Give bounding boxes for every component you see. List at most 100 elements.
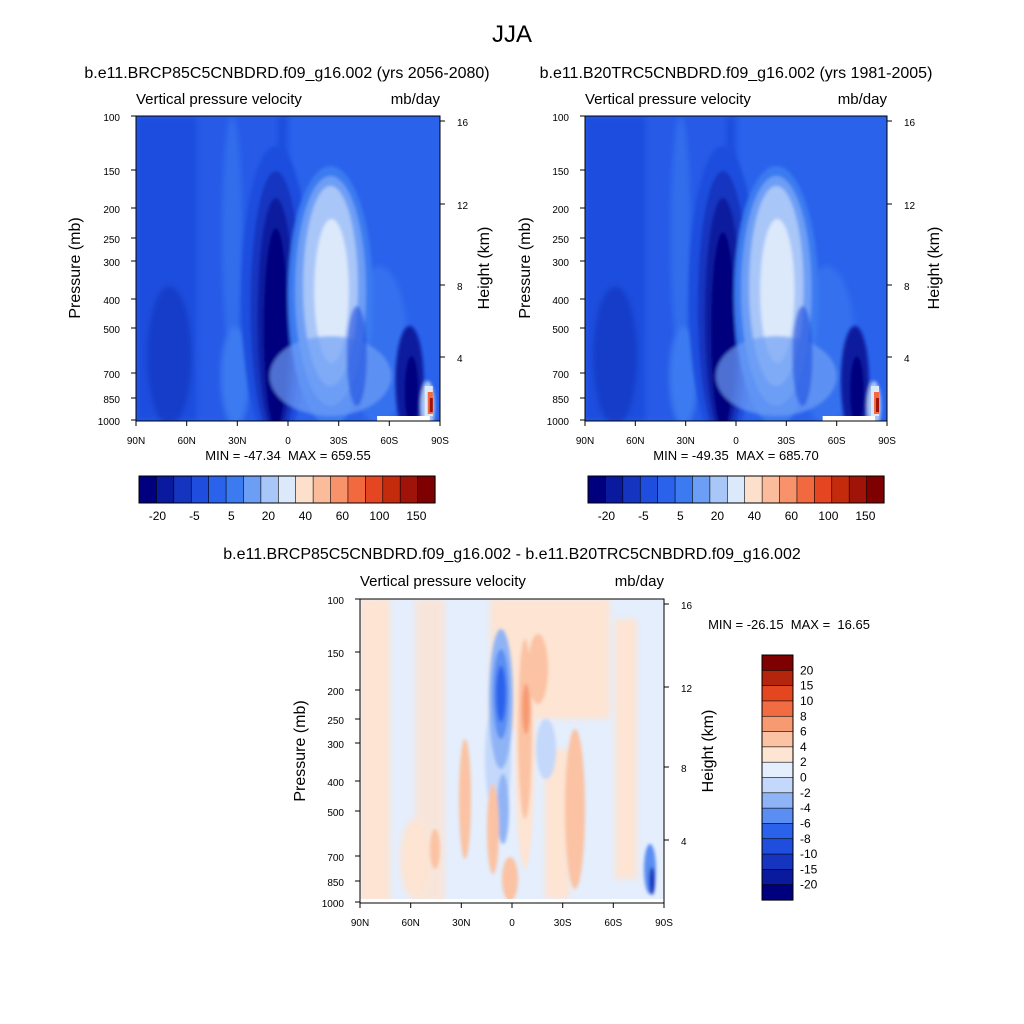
colorbar-label: -2 — [800, 786, 811, 800]
x-tick-label: 90S — [655, 918, 673, 929]
y-tick-label: 300 — [552, 258, 569, 269]
min-max-stats: MIN = -49.35 MAX = 685.70 — [653, 448, 818, 463]
colorbar-cell — [761, 884, 794, 901]
colorbar-cell — [243, 475, 262, 504]
colorbar-label: 100 — [818, 509, 838, 523]
colorbar-cell — [744, 475, 763, 504]
x-tick-label: 30N — [677, 436, 695, 447]
y-tick-label: 300 — [103, 258, 120, 269]
y-tick-label: 400 — [103, 296, 120, 307]
y-tick-label: 850 — [103, 395, 120, 406]
colorbar-label: 20 — [800, 663, 814, 677]
field-label: Vertical pressure velocity — [585, 91, 751, 108]
colorbar-label: 0 — [800, 771, 807, 785]
colorbar-label: -20 — [149, 509, 167, 523]
contour-field — [360, 599, 664, 903]
colorbar-label: 40 — [748, 509, 762, 523]
colorbar-cell — [295, 475, 314, 504]
axis-x: 90N 60N 30N 0 30S 60S 90S — [351, 903, 673, 929]
colorbar-cell — [779, 475, 798, 504]
contour-field — [585, 116, 887, 421]
colorbar-cell — [587, 475, 607, 504]
colorbar-label: 6 — [800, 725, 807, 739]
colorbar-cell — [761, 761, 794, 779]
y-right-tick-label: 4 — [457, 354, 463, 365]
y-right-tick-label: 8 — [681, 764, 687, 775]
colorbar-cell — [190, 475, 210, 504]
x-tick-label: 30S — [330, 436, 348, 447]
y-axis-title: Pressure (mb) — [517, 217, 534, 318]
colorbar-cell — [330, 475, 349, 504]
y-right-tick-label: 8 — [457, 282, 463, 293]
colorbar-label: 150 — [406, 509, 426, 523]
colorbar-cell — [831, 475, 850, 504]
y-tick-label: 200 — [103, 205, 120, 216]
colorbar-cell — [417, 475, 436, 504]
colorbar-label: 15 — [800, 679, 814, 693]
x-tick-label: 30N — [228, 436, 246, 447]
y-tick-label: 150 — [103, 167, 120, 178]
x-tick-label: 60S — [380, 436, 398, 447]
colorbar-cell — [173, 475, 192, 504]
y-right-axis-title: Height (km) — [926, 227, 943, 310]
y-right-axis-title: Height (km) — [700, 710, 717, 793]
axis-x: 90N 60N 30N 0 30S 60S 90S — [576, 421, 896, 447]
colorbar-cell — [761, 670, 794, 687]
units-label: mb/day — [391, 91, 441, 108]
units-label: mb/day — [615, 573, 665, 590]
y-axis-title: Pressure (mb) — [292, 700, 309, 801]
colorbar-cell — [347, 475, 366, 504]
y-tick-label: 150 — [327, 649, 344, 660]
y-right-tick-label: 12 — [904, 201, 916, 212]
colorbar-cell — [225, 475, 245, 504]
x-tick-label: 30N — [452, 918, 470, 929]
colorbar-cell — [761, 700, 794, 717]
colorbar-cell — [277, 475, 297, 504]
colorbar-cell — [208, 475, 227, 504]
y-tick-label: 100 — [103, 113, 120, 124]
colorbar-cell — [761, 715, 794, 733]
x-tick-label: 0 — [285, 436, 291, 447]
x-tick-label: 90N — [127, 436, 145, 447]
colorbar-cell — [761, 823, 794, 840]
colorbar: -20 -5 5 20 40 60 100 150 — [587, 475, 885, 523]
colorbar-cell — [726, 475, 746, 504]
x-tick-label: 30S — [554, 918, 572, 929]
y-tick-label: 1000 — [547, 417, 570, 428]
colorbar-label: -5 — [189, 509, 200, 523]
y-tick-label: 250 — [552, 235, 569, 246]
colorbar-cell — [709, 475, 728, 504]
y-right-tick-label: 12 — [457, 201, 469, 212]
colorbar-cell — [761, 838, 794, 855]
colorbar-label: 5 — [677, 509, 684, 523]
y-right-tick-label: 12 — [681, 684, 693, 695]
colorbar-label: 60 — [785, 509, 799, 523]
y-tick-label: 250 — [103, 235, 120, 246]
y-tick-label: 850 — [552, 395, 569, 406]
colorbar-cell — [761, 792, 794, 809]
contour-field — [136, 116, 440, 421]
y-right-tick-label: 4 — [904, 354, 910, 365]
y-tick-label: 200 — [327, 687, 344, 698]
y-tick-label: 100 — [327, 596, 344, 607]
y-right-tick-label: 16 — [904, 118, 916, 129]
axis-y-right: 16 12 8 4 Height (km) — [664, 601, 717, 848]
colorbar-cell — [138, 475, 158, 504]
y-tick-label: 300 — [327, 740, 344, 751]
colorbar-label: -8 — [800, 832, 811, 846]
field-label: Vertical pressure velocity — [136, 91, 302, 108]
axis-x: 90N 60N 30N 0 30S 60S 90S — [127, 421, 449, 447]
panel-title: b.e11.BRCP85C5CNBDRD.f09_g16.002 (yrs 20… — [84, 65, 489, 82]
y-tick-label: 150 — [552, 167, 569, 178]
axis-y-right: 16 12 8 4 Height (km) — [440, 118, 493, 365]
colorbar-cell — [382, 475, 401, 504]
panel-difference: b.e11.BRCP85C5CNBDRD.f09_g16.002 - b.e11… — [223, 546, 870, 929]
y-right-axis-title: Height (km) — [476, 227, 493, 310]
colorbar-label: 40 — [299, 509, 313, 523]
colorbar-label: 100 — [369, 509, 389, 523]
colorbar-cell — [605, 475, 624, 504]
colorbar-cell — [848, 475, 868, 504]
colorbar-cell — [674, 475, 694, 504]
x-tick-label: 90N — [576, 436, 594, 447]
